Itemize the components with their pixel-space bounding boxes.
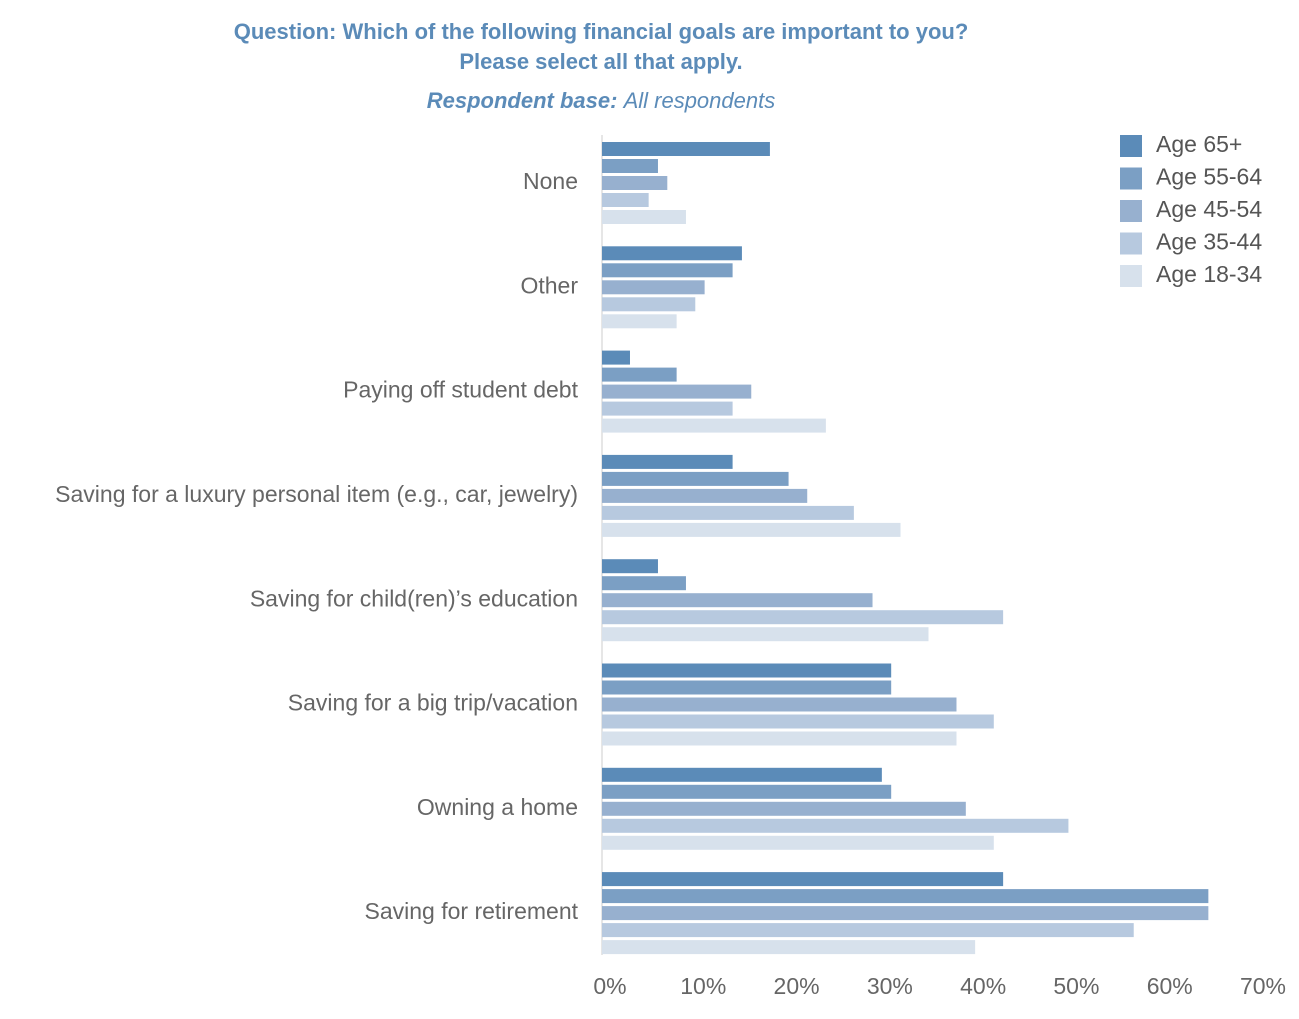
bar — [602, 559, 658, 574]
bar — [602, 142, 770, 156]
y-tick-label: None — [523, 168, 578, 194]
subtitle-label: Respondent base: — [427, 88, 618, 113]
bar — [602, 193, 649, 207]
legend-swatch — [1120, 232, 1142, 255]
bar — [602, 367, 677, 382]
bar — [602, 297, 696, 312]
bar — [602, 522, 901, 537]
bar — [602, 835, 994, 850]
bar — [602, 314, 677, 329]
bar — [602, 263, 733, 278]
x-tick-label: 60% — [1147, 973, 1193, 999]
x-tick-label: 40% — [960, 973, 1006, 999]
bar — [602, 576, 686, 591]
bar — [602, 801, 966, 816]
bar — [602, 454, 733, 469]
bar — [602, 731, 957, 746]
x-tick-label: 0% — [593, 973, 626, 999]
bar — [602, 714, 994, 729]
bar — [602, 280, 705, 295]
bar — [602, 210, 686, 224]
legend-label: Age 55-64 — [1156, 164, 1262, 190]
bar — [602, 680, 892, 695]
chart-subtitle: Respondent base: All respondents — [427, 88, 775, 113]
x-tick-label: 50% — [1053, 973, 1099, 999]
legend-swatch — [1120, 135, 1142, 157]
bar — [602, 176, 668, 190]
x-tick-label: 10% — [680, 973, 726, 999]
bar — [602, 767, 882, 782]
bar — [602, 471, 789, 486]
x-tick-label: 70% — [1240, 973, 1286, 999]
bar — [602, 940, 976, 955]
bar — [602, 418, 826, 433]
legend-swatch — [1120, 167, 1142, 190]
x-tick-label: 20% — [774, 973, 820, 999]
legend-label: Age 65+ — [1156, 131, 1242, 157]
bar — [602, 593, 873, 608]
bar — [602, 610, 1004, 625]
y-tick-label: Saving for a luxury personal item (e.g.,… — [55, 481, 578, 507]
bar — [602, 246, 742, 261]
bar — [602, 906, 1209, 921]
x-tick-label: 30% — [867, 973, 913, 999]
bar — [602, 384, 752, 399]
y-tick-label: Saving for retirement — [365, 898, 579, 924]
y-tick-label: Saving for child(ren)’s education — [250, 585, 578, 611]
bar — [602, 923, 1134, 938]
bar — [602, 350, 630, 365]
bar — [602, 697, 957, 712]
bar — [602, 872, 1004, 887]
chart-title: Question: Which of the following financi… — [234, 19, 969, 44]
bar — [602, 889, 1209, 904]
y-tick-label: Saving for a big trip/vacation — [288, 690, 578, 716]
bar — [602, 663, 892, 678]
bar — [602, 818, 1069, 833]
subtitle-value: All respondents — [622, 88, 776, 113]
bar — [602, 784, 892, 799]
legend-label: Age 45-54 — [1156, 196, 1262, 222]
bar — [602, 401, 733, 416]
legend-label: Age 35-44 — [1156, 229, 1262, 255]
bar — [602, 488, 808, 503]
legend-label: Age 18-34 — [1156, 261, 1262, 287]
bar — [602, 505, 854, 520]
bar — [602, 159, 658, 173]
legend-swatch — [1120, 200, 1142, 222]
legend-swatch — [1120, 265, 1142, 287]
y-tick-label: Paying off student debt — [343, 377, 578, 403]
y-tick-label: Owning a home — [417, 794, 578, 820]
chart-title: Please select all that apply. — [459, 49, 742, 74]
y-tick-label: Other — [520, 272, 578, 298]
bar — [602, 627, 929, 642]
